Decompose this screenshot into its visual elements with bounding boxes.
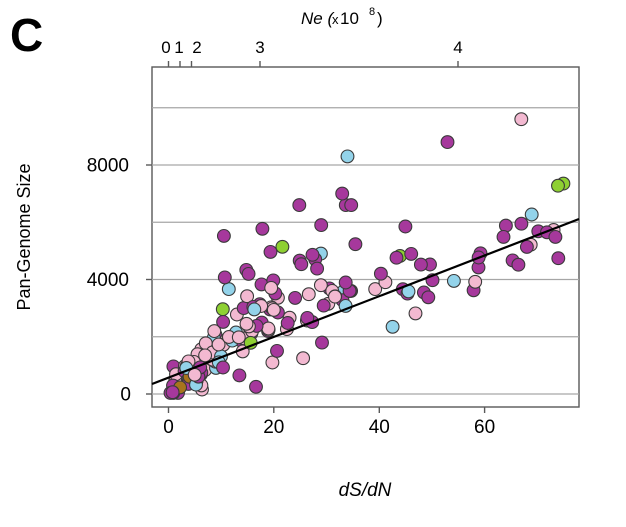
svg-text:Pan-Genome Size: Pan-Genome Size [14, 163, 34, 310]
svg-text:4: 4 [453, 38, 462, 57]
svg-text:8: 8 [369, 6, 375, 18]
svg-text:0: 0 [120, 385, 131, 406]
svg-text:1: 1 [174, 38, 183, 57]
svg-text:3: 3 [255, 38, 264, 57]
svg-text:0: 0 [163, 417, 174, 438]
svg-text:C: C [10, 9, 43, 61]
svg-text:Ne (: Ne ( [301, 9, 335, 28]
svg-text:20: 20 [263, 417, 284, 438]
svg-text:x: x [332, 12, 339, 27]
svg-text:): ) [377, 9, 383, 28]
svg-text:2: 2 [192, 38, 201, 57]
svg-text:40: 40 [369, 417, 390, 438]
svg-text:0: 0 [161, 38, 170, 57]
svg-text:8000: 8000 [87, 156, 129, 177]
svg-text:4000: 4000 [87, 270, 129, 291]
svg-text:10: 10 [340, 9, 359, 28]
svg-text:dS/dN: dS/dN [339, 480, 392, 501]
svg-text:60: 60 [474, 417, 495, 438]
